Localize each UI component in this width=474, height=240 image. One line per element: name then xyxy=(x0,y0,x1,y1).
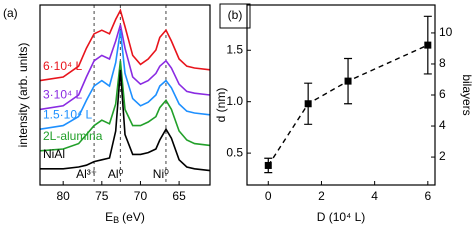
x-tick-label: 70 xyxy=(134,189,148,203)
data-point xyxy=(304,100,312,108)
x-label-unit: (eV) xyxy=(122,210,145,224)
x-tick-label: 6 xyxy=(424,189,431,203)
figure: (a) Al³⁺ Al⁰ Ni⁰ 6·10⁴ L 3·10⁴ L 1.5·10⁴ L 2L-a… xyxy=(3,3,474,225)
series-label: NiAl xyxy=(43,147,65,161)
plot-frame xyxy=(246,4,436,186)
annotation: Al³⁺ xyxy=(76,167,97,181)
spectrum xyxy=(39,30,211,130)
spectrum xyxy=(39,60,211,152)
y-tick-label: 1.0 xyxy=(226,94,243,108)
series-label: 2L-alumina xyxy=(43,129,103,143)
x-tick-label: 65 xyxy=(172,189,186,203)
panel-label: (b) xyxy=(228,8,243,22)
y2-axis-label: bilayers xyxy=(460,74,474,115)
y2-tick-label: 8 xyxy=(439,56,446,70)
x-label-main: E xyxy=(105,210,113,224)
annotation: Al⁰ xyxy=(108,167,124,181)
spectrum xyxy=(39,8,211,82)
x-label-sub: B xyxy=(113,215,119,225)
y-axis-label: d (nm) xyxy=(214,88,228,123)
spectrum xyxy=(39,24,211,111)
data-point xyxy=(264,161,272,169)
y-axis-label: intensity (arb. units) xyxy=(16,43,30,148)
series-label: 3·10⁴ L xyxy=(43,88,83,102)
y2-tick-label: 4 xyxy=(439,118,446,132)
x-axis-label: EB (eV) xyxy=(105,210,145,225)
x-tick-label: 75 xyxy=(95,189,109,203)
y2-tick-label: 2 xyxy=(439,149,446,163)
x-tick-label: 2 xyxy=(318,189,325,203)
panel-label-box xyxy=(219,3,251,29)
data-point xyxy=(344,77,352,85)
x-tick-label: 80 xyxy=(57,189,71,203)
panel-label: (a) xyxy=(3,6,18,20)
plot-frame xyxy=(39,4,211,186)
series-label: 6·10⁴ L xyxy=(43,59,83,73)
series-label: 1.5·10⁴ L xyxy=(43,107,93,121)
y2-tick-label: 10 xyxy=(439,25,453,39)
x-tick-label: 4 xyxy=(371,189,378,203)
data-point xyxy=(424,41,432,49)
y-tick-label: 1.5 xyxy=(226,42,243,56)
x-axis-label: D (10⁴ L) xyxy=(317,210,366,224)
annotation: Ni⁰ xyxy=(153,167,169,181)
spectrum xyxy=(40,69,211,172)
y2-tick-label: 6 xyxy=(439,87,446,101)
trend-line xyxy=(267,44,429,166)
y-tick-label: 0.5 xyxy=(226,145,243,159)
x-tick-label: 0 xyxy=(265,189,272,203)
